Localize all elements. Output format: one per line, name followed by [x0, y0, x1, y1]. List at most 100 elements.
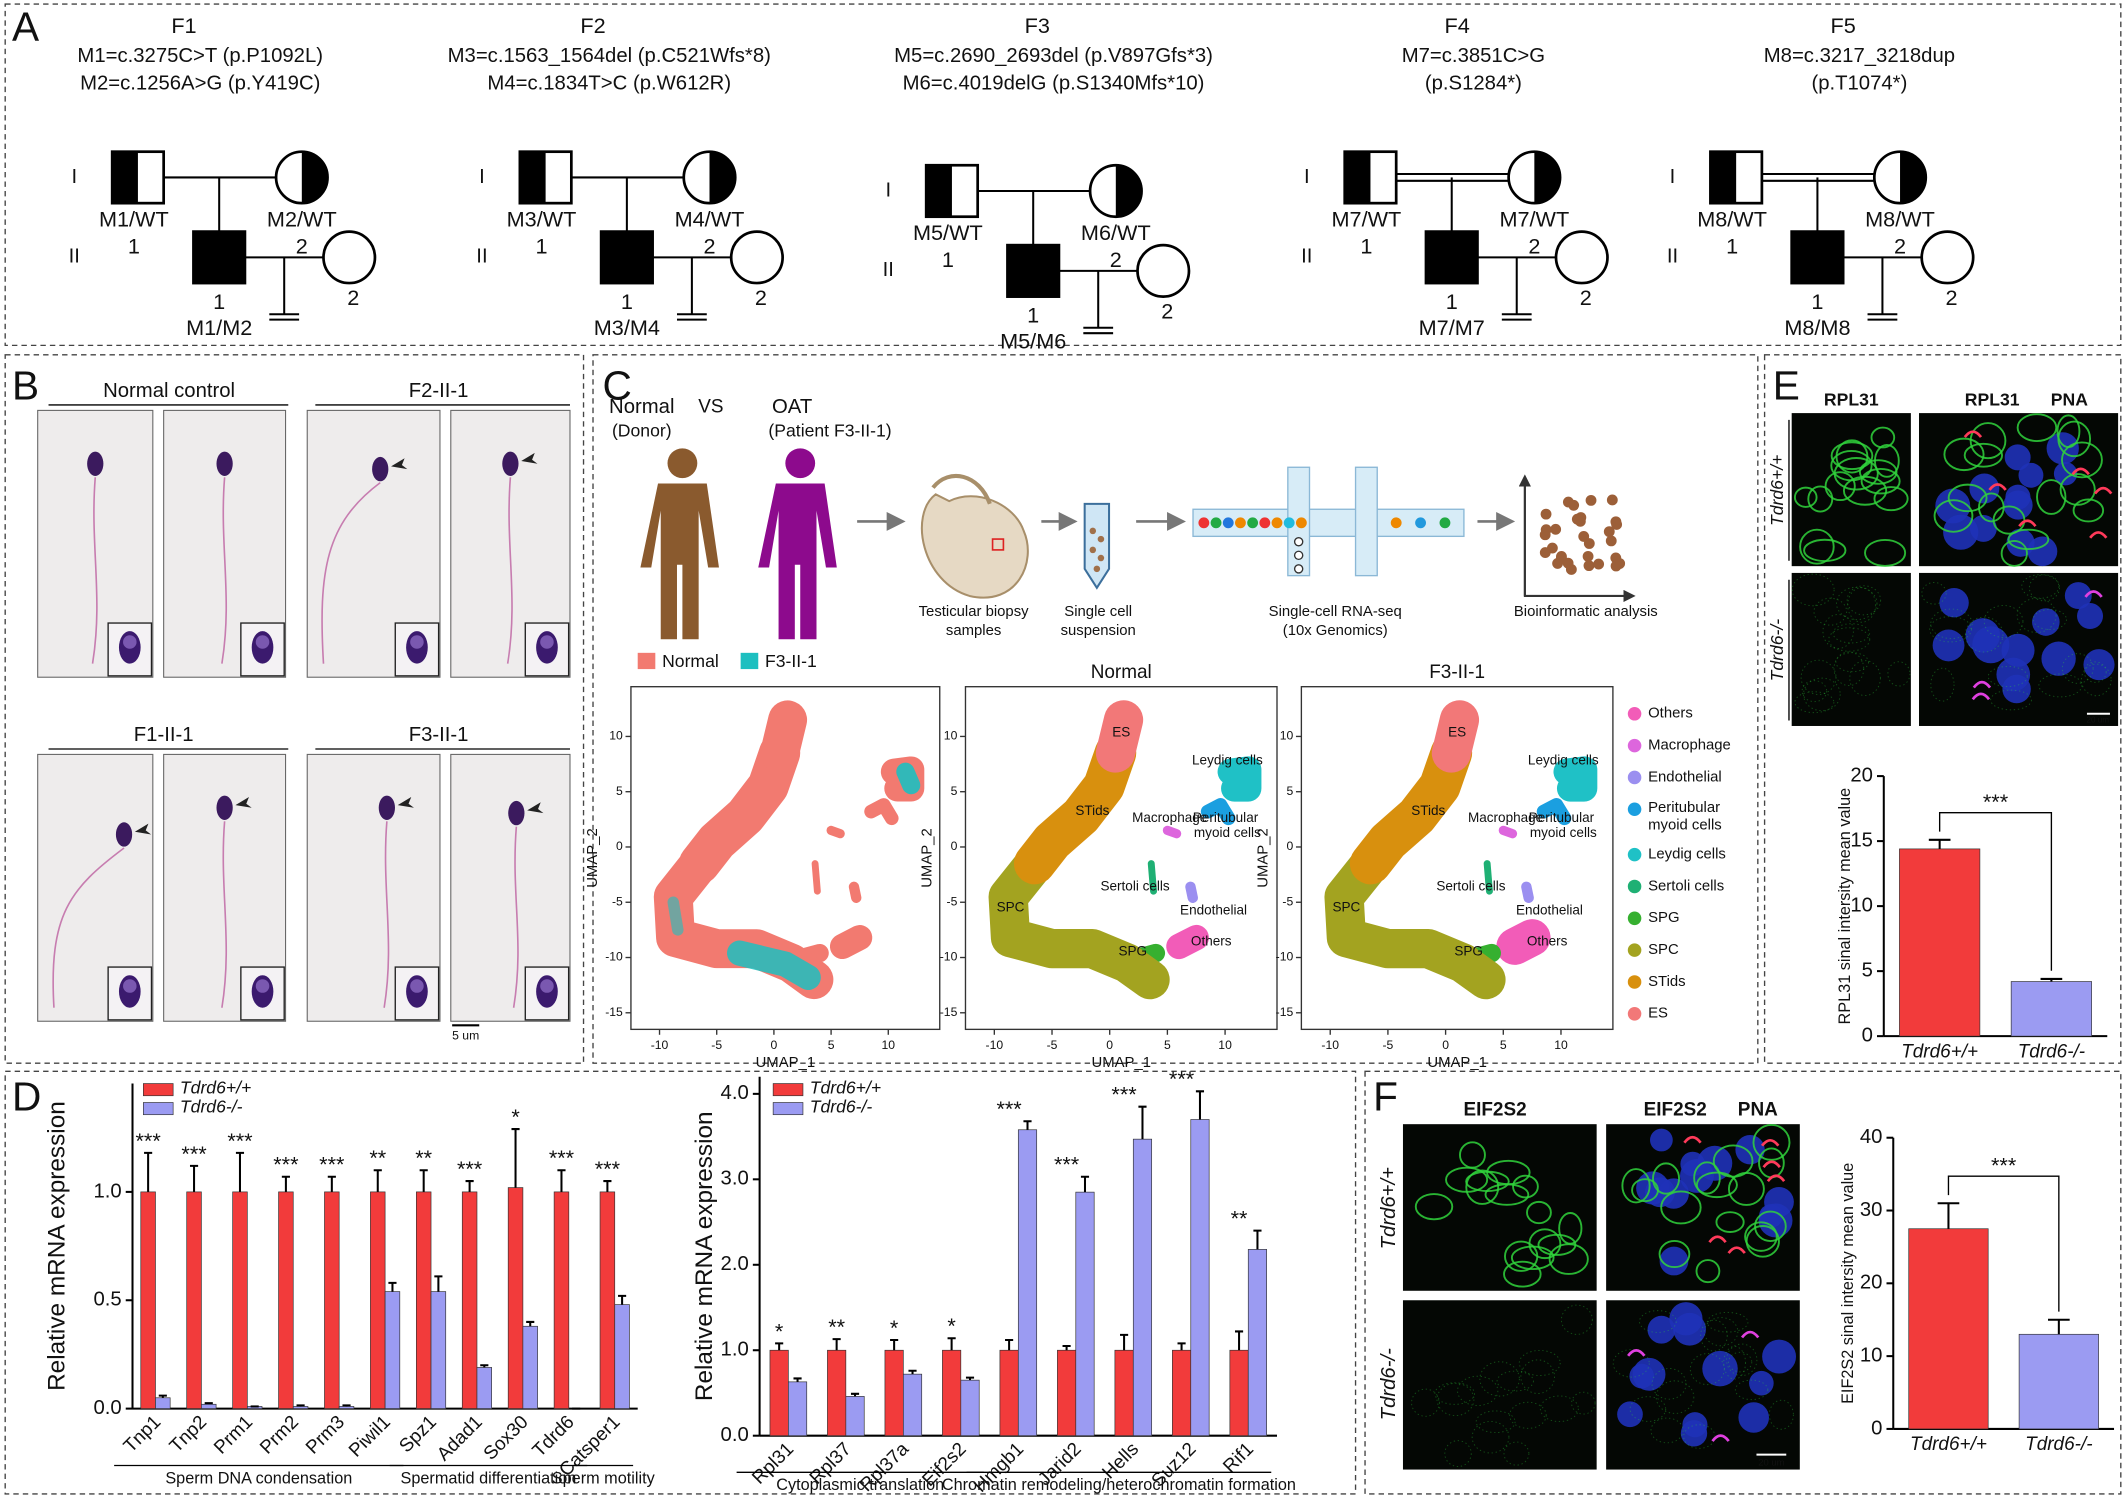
group-label: Sperm DNA condensation [165, 1469, 352, 1487]
error-bar [373, 1169, 382, 1192]
individual-id: 2 [755, 285, 767, 310]
y-tick-label: 20 [1860, 1272, 1883, 1294]
y-tick-label: 30 [1860, 1199, 1883, 1221]
bead [1222, 517, 1234, 529]
workflow-step: suspension [1061, 623, 1136, 639]
bar [2010, 981, 2092, 1037]
sperm-tail [506, 477, 513, 664]
y-tick-label: 1.0 [93, 1180, 121, 1202]
cell-cloud [1166, 924, 1209, 960]
acrosome [2018, 519, 2037, 528]
significance: *** [1111, 1082, 1137, 1107]
individual-id: 1 [942, 247, 954, 272]
group-name: OAT [772, 396, 812, 418]
cluster-label: SPC [997, 899, 1025, 914]
error-bar [603, 1180, 612, 1192]
nucleus [1680, 1420, 1708, 1447]
cell-outline [1847, 587, 1877, 623]
legend-swatch [143, 1083, 174, 1097]
group-label: Sperm motility [552, 1469, 656, 1487]
y-tick-label: 0.0 [93, 1397, 121, 1419]
cell-outline [1693, 1161, 1721, 1195]
bar [1075, 1191, 1095, 1437]
bar [522, 1325, 538, 1409]
cell-outline [1978, 492, 2005, 523]
bead [1293, 550, 1304, 561]
bar [845, 1396, 865, 1437]
mutation: M3=c.1563_1564del (p.C521Wfs*8) [448, 45, 771, 67]
legend-swatch [772, 1102, 804, 1116]
legend-swatch [637, 652, 656, 670]
genotype-label: Tdrd6+/+ [1767, 455, 1787, 526]
scatter-dot [1583, 538, 1595, 549]
genotype: M8/WT [1865, 206, 1935, 231]
cell-outline [1813, 597, 1848, 626]
panel-frame [1364, 1070, 2122, 1495]
cell-outline [1520, 1359, 1555, 1394]
cell-cloud [727, 940, 821, 990]
x-tick-label: Tnp1 [120, 1412, 165, 1457]
individual-id: 1 [128, 234, 140, 259]
individual-id: 2 [1528, 234, 1540, 259]
scatter-dot [1585, 494, 1597, 506]
legend-dot [1627, 707, 1642, 721]
cell-outline [1660, 1190, 1702, 1225]
cell-outline [1870, 426, 1896, 449]
arrowhead [527, 802, 544, 814]
y-axis-label: RPL31 sinal intersity mean value [1836, 788, 1854, 1025]
cluster-label: ES [1448, 725, 1466, 740]
mutation: M7=c.3851C>G [1402, 45, 1545, 67]
cell-cloud [1553, 756, 1598, 802]
error-bar [890, 1338, 899, 1351]
bar [430, 1291, 447, 1409]
cell-dot [1097, 535, 1105, 543]
error-bar [204, 1402, 213, 1405]
bar [942, 1349, 962, 1437]
family-name: F2 [580, 13, 605, 38]
y-tick-label: 2.0 [721, 1253, 749, 1275]
x-tick-label: 0 [1442, 1038, 1449, 1052]
spouse [1920, 230, 1975, 285]
proband [599, 230, 654, 285]
y-tick-label: 0 [1286, 839, 1293, 853]
cell-outline [1658, 1240, 1691, 1269]
significance: ** [828, 1314, 845, 1339]
panel-frame [4, 1070, 1357, 1495]
cell-outline [1794, 691, 1835, 714]
cell-outline [1793, 486, 1818, 508]
cell-outline [1947, 483, 1988, 513]
bar [1057, 1349, 1077, 1437]
individual-id: 2 [1580, 285, 1592, 310]
y-axis-label: EIF2S2 sinal intersity mean value [1839, 1163, 1857, 1404]
nucleus [1673, 1312, 1706, 1346]
cell-outline [1969, 422, 2007, 460]
cell-outline [1930, 608, 1973, 640]
panel-frame [592, 354, 1759, 1064]
bead [1271, 517, 1283, 529]
individual-id: 2 [296, 234, 308, 259]
sperm-tail [52, 847, 125, 1008]
scatter-dot [1603, 526, 1615, 538]
significance-bracket [1938, 812, 2053, 971]
error-bar [296, 1404, 305, 1407]
cell-outline [2036, 479, 2067, 515]
cell-outline [1752, 1123, 1791, 1161]
cell-dot [1089, 546, 1097, 554]
legend-label: Endothelial [1648, 769, 1722, 785]
cell-outline [1929, 616, 1972, 643]
individual-id: 1 [1360, 234, 1372, 259]
scatter-dot [1605, 535, 1617, 547]
cell-outline [1457, 1375, 1499, 1407]
chip-channel [1354, 466, 1378, 577]
x-axis-label: UMAP_1 [1091, 1055, 1151, 1071]
individual-id: 2 [1110, 247, 1122, 272]
bar [476, 1367, 492, 1409]
x-axis-label: UMAP_1 [1427, 1055, 1487, 1071]
bead [1390, 517, 1402, 529]
y-tick-label: 20 [1850, 764, 1873, 786]
generation: I [1304, 166, 1310, 188]
cell-outline [1571, 1391, 1596, 1415]
y-tick-label: -5 [1282, 894, 1293, 908]
